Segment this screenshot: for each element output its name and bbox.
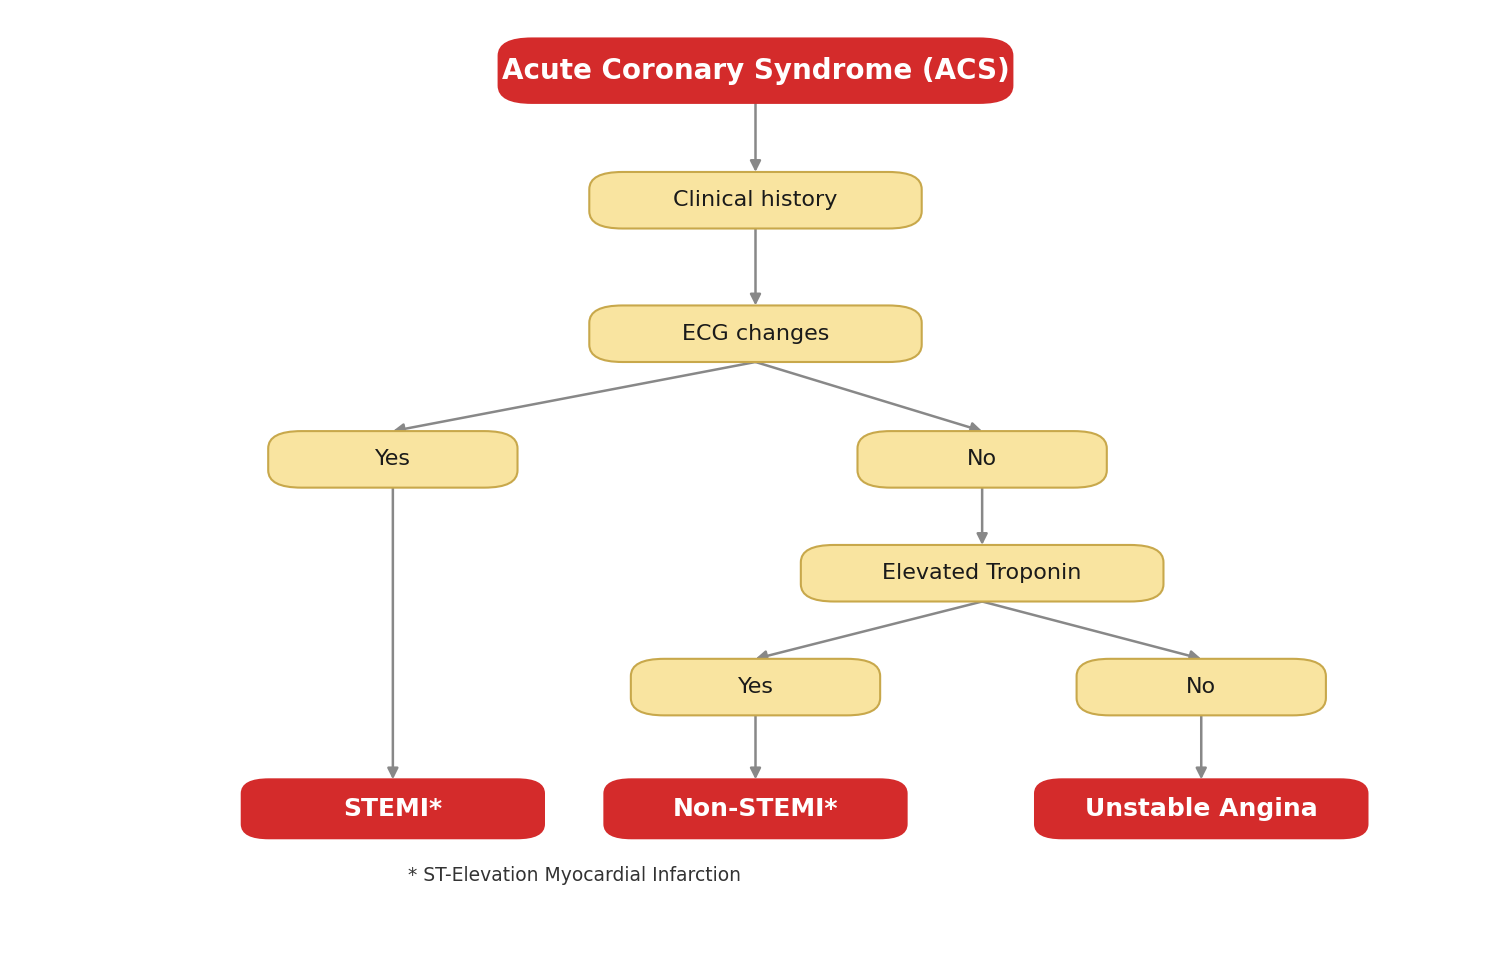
Text: Non-STEMI*: Non-STEMI* bbox=[672, 797, 839, 821]
Text: No: No bbox=[1186, 677, 1216, 697]
Text: Acute Coronary Syndrome (ACS): Acute Coronary Syndrome (ACS) bbox=[502, 57, 1009, 84]
Text: Unstable Angina: Unstable Angina bbox=[1085, 797, 1318, 821]
FancyBboxPatch shape bbox=[801, 545, 1163, 602]
FancyBboxPatch shape bbox=[1076, 659, 1327, 716]
Text: No: No bbox=[967, 449, 997, 469]
Text: STEMI*: STEMI* bbox=[343, 797, 443, 821]
FancyBboxPatch shape bbox=[589, 172, 922, 229]
Text: ECG changes: ECG changes bbox=[681, 324, 830, 344]
Text: * ST-Elevation Myocardial Infarction: * ST-Elevation Myocardial Infarction bbox=[408, 866, 740, 885]
FancyBboxPatch shape bbox=[269, 431, 517, 488]
FancyBboxPatch shape bbox=[589, 306, 922, 362]
Text: Clinical history: Clinical history bbox=[674, 191, 837, 210]
FancyBboxPatch shape bbox=[499, 38, 1012, 103]
FancyBboxPatch shape bbox=[242, 780, 544, 838]
Text: Yes: Yes bbox=[375, 449, 411, 469]
FancyBboxPatch shape bbox=[632, 659, 879, 716]
Text: Yes: Yes bbox=[737, 677, 774, 697]
FancyBboxPatch shape bbox=[604, 780, 907, 838]
Text: Elevated Troponin: Elevated Troponin bbox=[882, 563, 1082, 583]
FancyBboxPatch shape bbox=[1035, 780, 1367, 838]
FancyBboxPatch shape bbox=[858, 431, 1106, 488]
